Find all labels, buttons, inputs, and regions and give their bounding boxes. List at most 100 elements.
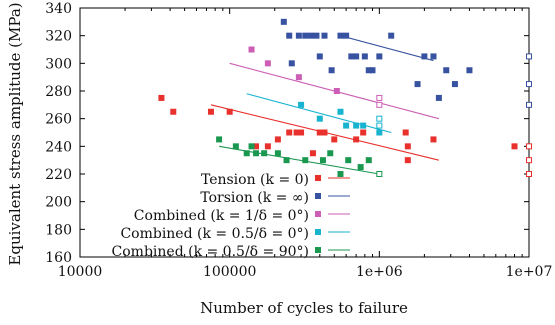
data-point	[170, 108, 177, 115]
data-point	[337, 108, 344, 115]
data-point	[309, 150, 316, 157]
data-point	[226, 108, 233, 115]
runout-point	[526, 81, 532, 88]
legend-marker	[315, 211, 321, 217]
data-point	[443, 67, 450, 74]
runout-point	[376, 94, 383, 101]
fit-line	[340, 35, 434, 62]
data-point	[402, 129, 409, 136]
legend-label: Combined (k = 0.5/δ = 90°)	[112, 244, 309, 260]
data-point	[216, 136, 223, 143]
data-point	[435, 94, 442, 101]
data-point	[451, 81, 458, 88]
data-point	[316, 115, 323, 122]
data-point	[274, 136, 281, 143]
y-tick-label: 160	[45, 250, 72, 266]
data-point	[388, 32, 395, 39]
data-point	[337, 171, 344, 177]
data-point	[357, 164, 364, 171]
y-tick-label: 320	[45, 29, 72, 45]
y-tick-label: 200	[45, 195, 72, 211]
data-point	[302, 32, 309, 39]
runout-point	[526, 143, 532, 150]
data-point	[283, 157, 290, 164]
data-point	[280, 18, 287, 25]
data-point	[353, 53, 360, 60]
data-point	[343, 122, 350, 129]
data-point	[158, 94, 165, 101]
data-point	[360, 122, 367, 129]
data-point	[298, 101, 305, 108]
legend-marker	[315, 247, 321, 253]
data-point	[365, 157, 372, 164]
data-point	[243, 150, 250, 157]
y-tick-label: 220	[45, 167, 72, 183]
data-point	[421, 53, 428, 60]
data-point	[328, 67, 335, 74]
data-point	[308, 32, 315, 39]
y-tick-label: 300	[45, 56, 72, 72]
legend: Tension (k = 0) Torsion (k = ∞) Combined (…	[112, 172, 350, 260]
x-tick-label: 1e+06	[356, 264, 403, 280]
data-point	[316, 53, 323, 60]
runout-point	[376, 122, 383, 129]
data-point	[253, 150, 260, 157]
legend-label: Combined (k = 1/δ = 0°)	[134, 208, 309, 224]
data-point	[404, 157, 411, 164]
data-point	[207, 108, 214, 115]
data-point	[248, 143, 255, 150]
legend-marker	[315, 175, 321, 181]
y-tick-label: 340	[45, 1, 72, 17]
data-point	[253, 143, 260, 150]
x-tick-label: 1e+07	[506, 264, 553, 280]
runout-point	[526, 101, 532, 108]
data-point	[414, 81, 421, 88]
axes-layer: 160 180 200 220 240 260 280 300 320 340 10000 10000…	[45, 1, 552, 280]
fit-line	[219, 145, 380, 175]
x-tick-label: 10000	[58, 264, 103, 280]
y-tick-label: 240	[45, 139, 72, 155]
data-point	[264, 143, 271, 150]
data-point	[511, 143, 518, 150]
data-point	[321, 32, 328, 39]
data-point	[286, 32, 293, 39]
runout-point	[376, 115, 383, 122]
data-point	[369, 67, 376, 74]
data-point	[331, 136, 338, 143]
data-point	[360, 129, 367, 136]
data-point	[321, 129, 328, 136]
runout-point	[526, 157, 532, 164]
data-point	[343, 32, 350, 39]
data-point	[316, 129, 323, 136]
data-point	[293, 129, 300, 136]
data-point	[348, 53, 355, 60]
legend-marker	[315, 193, 321, 199]
data-point	[361, 53, 368, 60]
data-point	[288, 60, 295, 67]
data-point	[376, 53, 383, 60]
data-point	[404, 143, 411, 150]
legend-label: Combined (k = 0.5/δ = 0°)	[120, 226, 309, 242]
y-tick-label: 180	[45, 222, 72, 238]
data-point	[295, 74, 302, 81]
legend-marker	[315, 229, 321, 235]
runout-point	[526, 171, 532, 177]
data-point	[302, 157, 309, 164]
data-point	[333, 88, 340, 94]
data-point	[430, 53, 437, 60]
data-point	[248, 46, 255, 53]
legend-label: Tension (k = 0)	[201, 172, 309, 188]
data-point	[319, 157, 326, 164]
data-point	[337, 32, 344, 39]
data-point	[274, 150, 281, 157]
data-point	[466, 67, 473, 74]
data-point	[295, 32, 302, 39]
data-point	[232, 143, 239, 150]
runout-point	[376, 171, 383, 177]
data-point	[264, 60, 271, 67]
y-tick-label: 260	[45, 112, 72, 128]
y-axis-title: Equivalent stress amplitude (MPa)	[6, 2, 24, 265]
legend-label: Torsion (k = ∞)	[200, 190, 309, 206]
runout-point	[376, 101, 383, 108]
